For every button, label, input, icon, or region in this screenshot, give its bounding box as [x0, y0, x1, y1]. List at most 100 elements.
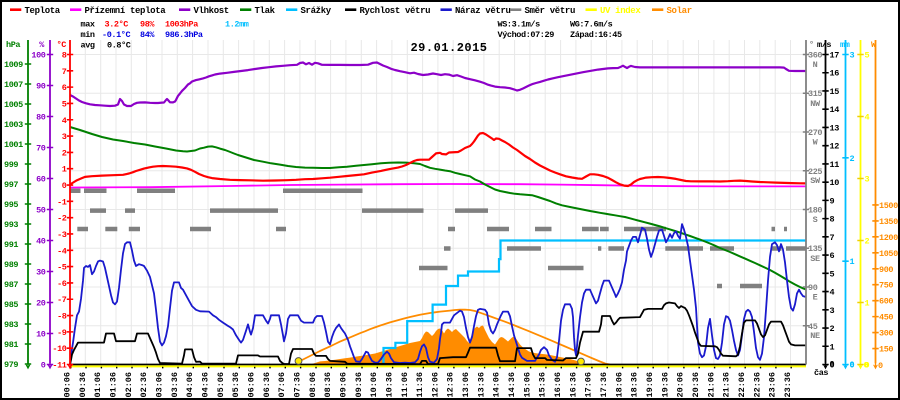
svg-text:15: 15 — [830, 87, 840, 97]
svg-text:03:06: 03:06 — [155, 372, 165, 398]
svg-text:21:36: 21:36 — [722, 372, 732, 398]
svg-text:0: 0 — [830, 360, 835, 370]
svg-text:01:36: 01:36 — [109, 372, 119, 398]
svg-text:7: 7 — [830, 233, 835, 243]
svg-text:-10: -10 — [52, 344, 66, 354]
svg-text:1: 1 — [850, 257, 855, 267]
svg-text:1003hPa: 1003hPa — [165, 20, 198, 30]
svg-text:19:06: 19:06 — [645, 372, 655, 398]
svg-text:-9: -9 — [57, 328, 67, 338]
svg-text:18:06: 18:06 — [614, 372, 624, 398]
svg-text:10: 10 — [830, 178, 840, 188]
svg-text:14: 14 — [830, 105, 840, 115]
svg-text:60: 60 — [36, 175, 46, 185]
svg-text:600: 600 — [879, 297, 893, 307]
svg-text:17:36: 17:36 — [599, 372, 609, 398]
svg-text:02:06: 02:06 — [124, 372, 134, 398]
svg-text:17:06: 17:06 — [584, 372, 594, 398]
svg-text:°C: °C — [57, 40, 67, 50]
svg-text:Solar: Solar — [667, 6, 692, 16]
svg-text:100: 100 — [31, 51, 45, 61]
svg-text:0: 0 — [865, 361, 870, 371]
svg-text:10:36: 10:36 — [384, 372, 394, 398]
svg-text:S: S — [813, 215, 818, 225]
svg-text:21:06: 21:06 — [706, 372, 716, 398]
svg-text:983: 983 — [4, 320, 18, 330]
svg-text:W: W — [871, 40, 877, 50]
svg-text:2: 2 — [865, 237, 870, 247]
svg-text:-11: -11 — [52, 361, 66, 371]
svg-text:1050: 1050 — [879, 249, 898, 259]
svg-text:09:06: 09:06 — [338, 372, 348, 398]
svg-text:997: 997 — [4, 180, 18, 190]
svg-text:N: N — [813, 60, 818, 70]
svg-text:11: 11 — [830, 160, 840, 170]
svg-text:225: 225 — [808, 167, 822, 177]
svg-text:13:36: 13:36 — [476, 372, 486, 398]
svg-text:450: 450 — [879, 313, 893, 323]
svg-text:84%: 84% — [140, 30, 155, 40]
svg-text:14:06: 14:06 — [492, 372, 502, 398]
svg-text:300: 300 — [879, 329, 893, 339]
svg-text:02:36: 02:36 — [139, 372, 149, 398]
svg-text:WG:7.6m/s: WG:7.6m/s — [570, 20, 613, 30]
svg-text:5: 5 — [830, 269, 835, 279]
svg-text:45: 45 — [808, 322, 818, 332]
svg-text:1200: 1200 — [879, 233, 898, 243]
svg-text:-5: -5 — [57, 263, 67, 273]
svg-text:m/s: m/s — [817, 40, 831, 50]
svg-text:30: 30 — [36, 268, 46, 278]
svg-text:12:36: 12:36 — [446, 372, 456, 398]
svg-text:900: 900 — [879, 265, 893, 275]
svg-text:10: 10 — [36, 330, 46, 340]
svg-text:986.3hPa: 986.3hPa — [165, 30, 203, 40]
svg-text:07:36: 07:36 — [292, 372, 302, 398]
svg-text:999: 999 — [4, 160, 18, 170]
svg-text:180: 180 — [808, 206, 822, 216]
svg-text:1001: 1001 — [4, 140, 23, 150]
svg-text:-8: -8 — [57, 312, 67, 322]
svg-text:SW: SW — [810, 176, 821, 186]
svg-text:29.01.2015: 29.01.2015 — [410, 41, 487, 55]
svg-text:min: min — [81, 30, 95, 40]
svg-text:16:06: 16:06 — [553, 372, 563, 398]
svg-text:hPa: hPa — [6, 40, 20, 50]
svg-text:17: 17 — [830, 51, 840, 61]
svg-text:2: 2 — [830, 324, 835, 334]
svg-text:135: 135 — [808, 244, 822, 254]
svg-text:1005: 1005 — [4, 100, 23, 110]
svg-text:-1: -1 — [57, 197, 67, 207]
svg-text:09:36: 09:36 — [354, 372, 364, 398]
svg-text:08:06: 08:06 — [308, 372, 318, 398]
svg-text:0: 0 — [864, 361, 869, 371]
svg-text:0: 0 — [850, 360, 855, 370]
svg-text:16: 16 — [830, 69, 840, 79]
svg-text:6: 6 — [62, 83, 67, 93]
svg-text:NW: NW — [810, 99, 821, 109]
svg-text:1.2mm: 1.2mm — [225, 20, 249, 30]
svg-text:270: 270 — [808, 128, 822, 138]
svg-text:1350: 1350 — [879, 217, 898, 227]
svg-text:03:36: 03:36 — [170, 372, 180, 398]
svg-text:90: 90 — [36, 82, 46, 92]
svg-text:13: 13 — [830, 123, 840, 133]
svg-text:mm: mm — [840, 40, 850, 50]
svg-text:3: 3 — [62, 132, 67, 142]
svg-text:2: 2 — [850, 154, 855, 164]
svg-text:40: 40 — [36, 237, 46, 247]
svg-text:3: 3 — [865, 175, 870, 185]
svg-text:0.8°C: 0.8°C — [107, 41, 131, 51]
svg-text:20:06: 20:06 — [676, 372, 686, 398]
svg-text:989: 989 — [4, 260, 18, 270]
svg-text:4: 4 — [62, 116, 67, 126]
svg-text:18:36: 18:36 — [630, 372, 640, 398]
svg-text:50: 50 — [36, 206, 46, 216]
svg-text:4: 4 — [830, 288, 835, 298]
svg-text:10:06: 10:06 — [369, 372, 379, 398]
svg-text:1: 1 — [830, 342, 835, 352]
svg-text:993: 993 — [4, 220, 18, 230]
svg-text:16:36: 16:36 — [568, 372, 578, 398]
svg-text:05:06: 05:06 — [216, 372, 226, 398]
svg-text:19:36: 19:36 — [660, 372, 670, 398]
svg-text:22:06: 22:06 — [737, 372, 747, 398]
